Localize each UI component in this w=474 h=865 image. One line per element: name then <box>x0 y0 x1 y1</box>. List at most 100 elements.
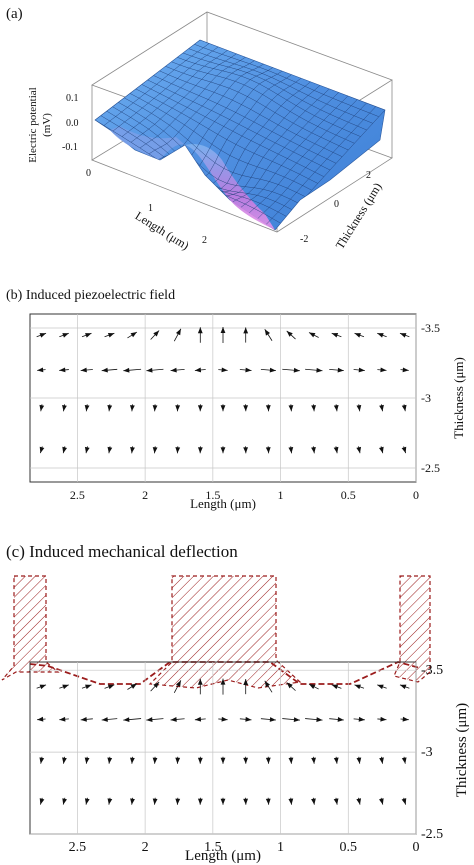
field-arrow <box>356 797 362 805</box>
field-arrow <box>62 404 67 412</box>
field-arrow <box>379 756 384 764</box>
field-arrow <box>80 716 93 722</box>
field-arrow <box>152 756 158 764</box>
field-arrow <box>400 716 409 722</box>
field-arrow <box>37 367 46 373</box>
y-tick-0: 2 <box>366 170 371 181</box>
x-tick-label: 1 <box>277 840 284 855</box>
field-arrow <box>333 446 339 454</box>
field-arrow <box>311 797 316 805</box>
field-arrow <box>243 678 249 695</box>
y-tick-label: -3 <box>421 391 431 405</box>
field-arrow <box>353 716 365 722</box>
field-arrow <box>333 797 339 805</box>
field-arrow <box>152 446 158 454</box>
field-arrow <box>282 367 300 373</box>
x-tick-label: 1.5 <box>205 488 220 502</box>
field-arrow <box>150 330 160 340</box>
field-arrow <box>107 797 113 805</box>
field-arrow <box>401 756 407 764</box>
deflection-shape <box>1 575 431 689</box>
x-tick-label: 2 <box>142 488 148 502</box>
field-arrow <box>400 367 409 373</box>
left-electrode <box>1 575 60 681</box>
mesh-line <box>247 99 358 215</box>
field-arrow <box>123 717 142 722</box>
field-arrow <box>170 717 185 722</box>
mesh-line <box>130 53 238 143</box>
field-arrow <box>354 332 365 338</box>
field-arrow <box>197 678 203 695</box>
x-tick-2: 2 <box>202 235 207 246</box>
mesh-line <box>148 59 256 155</box>
right-electrode <box>393 575 431 683</box>
field-arrow <box>104 332 115 338</box>
y-tick-label: -2.5 <box>421 461 440 475</box>
z-axis-label-line2: (mV) <box>41 113 53 137</box>
y-tick-2: -2 <box>300 234 308 245</box>
y-tick-label: -2.5 <box>421 827 443 842</box>
x-tick-label: 2.5 <box>69 840 87 855</box>
panel-a: (a) <box>0 0 474 282</box>
mesh-line <box>103 43 210 126</box>
z-tick-2: -0.1 <box>62 142 78 153</box>
field-arrow <box>311 404 316 412</box>
mesh-line <box>121 49 228 137</box>
field-arrow <box>333 404 339 412</box>
panel-a-label: (a) <box>6 6 23 22</box>
field-arrow <box>130 756 135 764</box>
mesh-line <box>112 46 219 132</box>
field-arrow <box>175 446 181 454</box>
field-plot: 2.5 2 1.5 1 0.5 0 -3.5 -3 -2.5 Length (μm) Thic… <box>29 313 466 511</box>
field-arrow <box>150 681 160 692</box>
field-arrow <box>354 684 365 690</box>
x-axis-label: Length (μm) <box>133 209 192 253</box>
field-arrow <box>243 756 249 764</box>
field-arrow <box>399 684 410 690</box>
field-arrow <box>197 446 203 454</box>
x-tick-0: 0 <box>86 168 91 179</box>
field-arrow <box>146 717 164 722</box>
panel-b-title: (b) Induced piezoelectric field <box>6 288 176 303</box>
mesh-line <box>220 88 330 200</box>
field-arrow <box>286 682 296 691</box>
field-arrow <box>331 332 342 338</box>
field-arrow <box>356 404 362 412</box>
field-arrow <box>356 756 362 764</box>
field-arrow <box>329 367 344 373</box>
field-arrow <box>239 367 252 373</box>
field-arrow <box>264 329 273 341</box>
field-arrow <box>101 367 118 373</box>
field-arrow <box>123 367 142 373</box>
x-tick-label: 0.5 <box>340 840 358 855</box>
field-arrow <box>311 756 316 764</box>
field-arrow <box>377 716 387 722</box>
mesh-line <box>238 95 349 210</box>
field-arrow <box>84 404 90 412</box>
y-tick-label: -3.5 <box>421 663 443 678</box>
mesh-line <box>229 92 339 204</box>
x-tick-label: 2 <box>142 840 149 855</box>
x-axis-label: Length (μm) <box>185 848 261 864</box>
y-tick-label: -3 <box>421 745 433 760</box>
field-arrow <box>286 330 296 340</box>
mesh-line <box>211 84 321 195</box>
field-arrow <box>401 446 407 454</box>
field-arrow <box>305 717 323 722</box>
panel-c: (c) Induced mechanical deflection 2.5 2 1.… <box>0 522 474 865</box>
field-arrow <box>59 716 69 722</box>
field-arrow <box>152 797 158 805</box>
x-tick-label: 0 <box>413 840 420 855</box>
field-arrow <box>377 367 387 373</box>
field-arrow <box>264 680 273 693</box>
field-arrow <box>194 716 206 722</box>
field-arrow <box>62 756 67 764</box>
field-arrow <box>399 332 410 338</box>
field-arrow <box>356 446 362 454</box>
field-arrow <box>377 684 387 690</box>
field-arrow <box>175 404 181 412</box>
z-tick-1: 0.0 <box>66 118 79 129</box>
y-tick-1: 0 <box>334 199 339 210</box>
field-arrow <box>265 446 271 454</box>
field-arrow <box>308 683 319 690</box>
